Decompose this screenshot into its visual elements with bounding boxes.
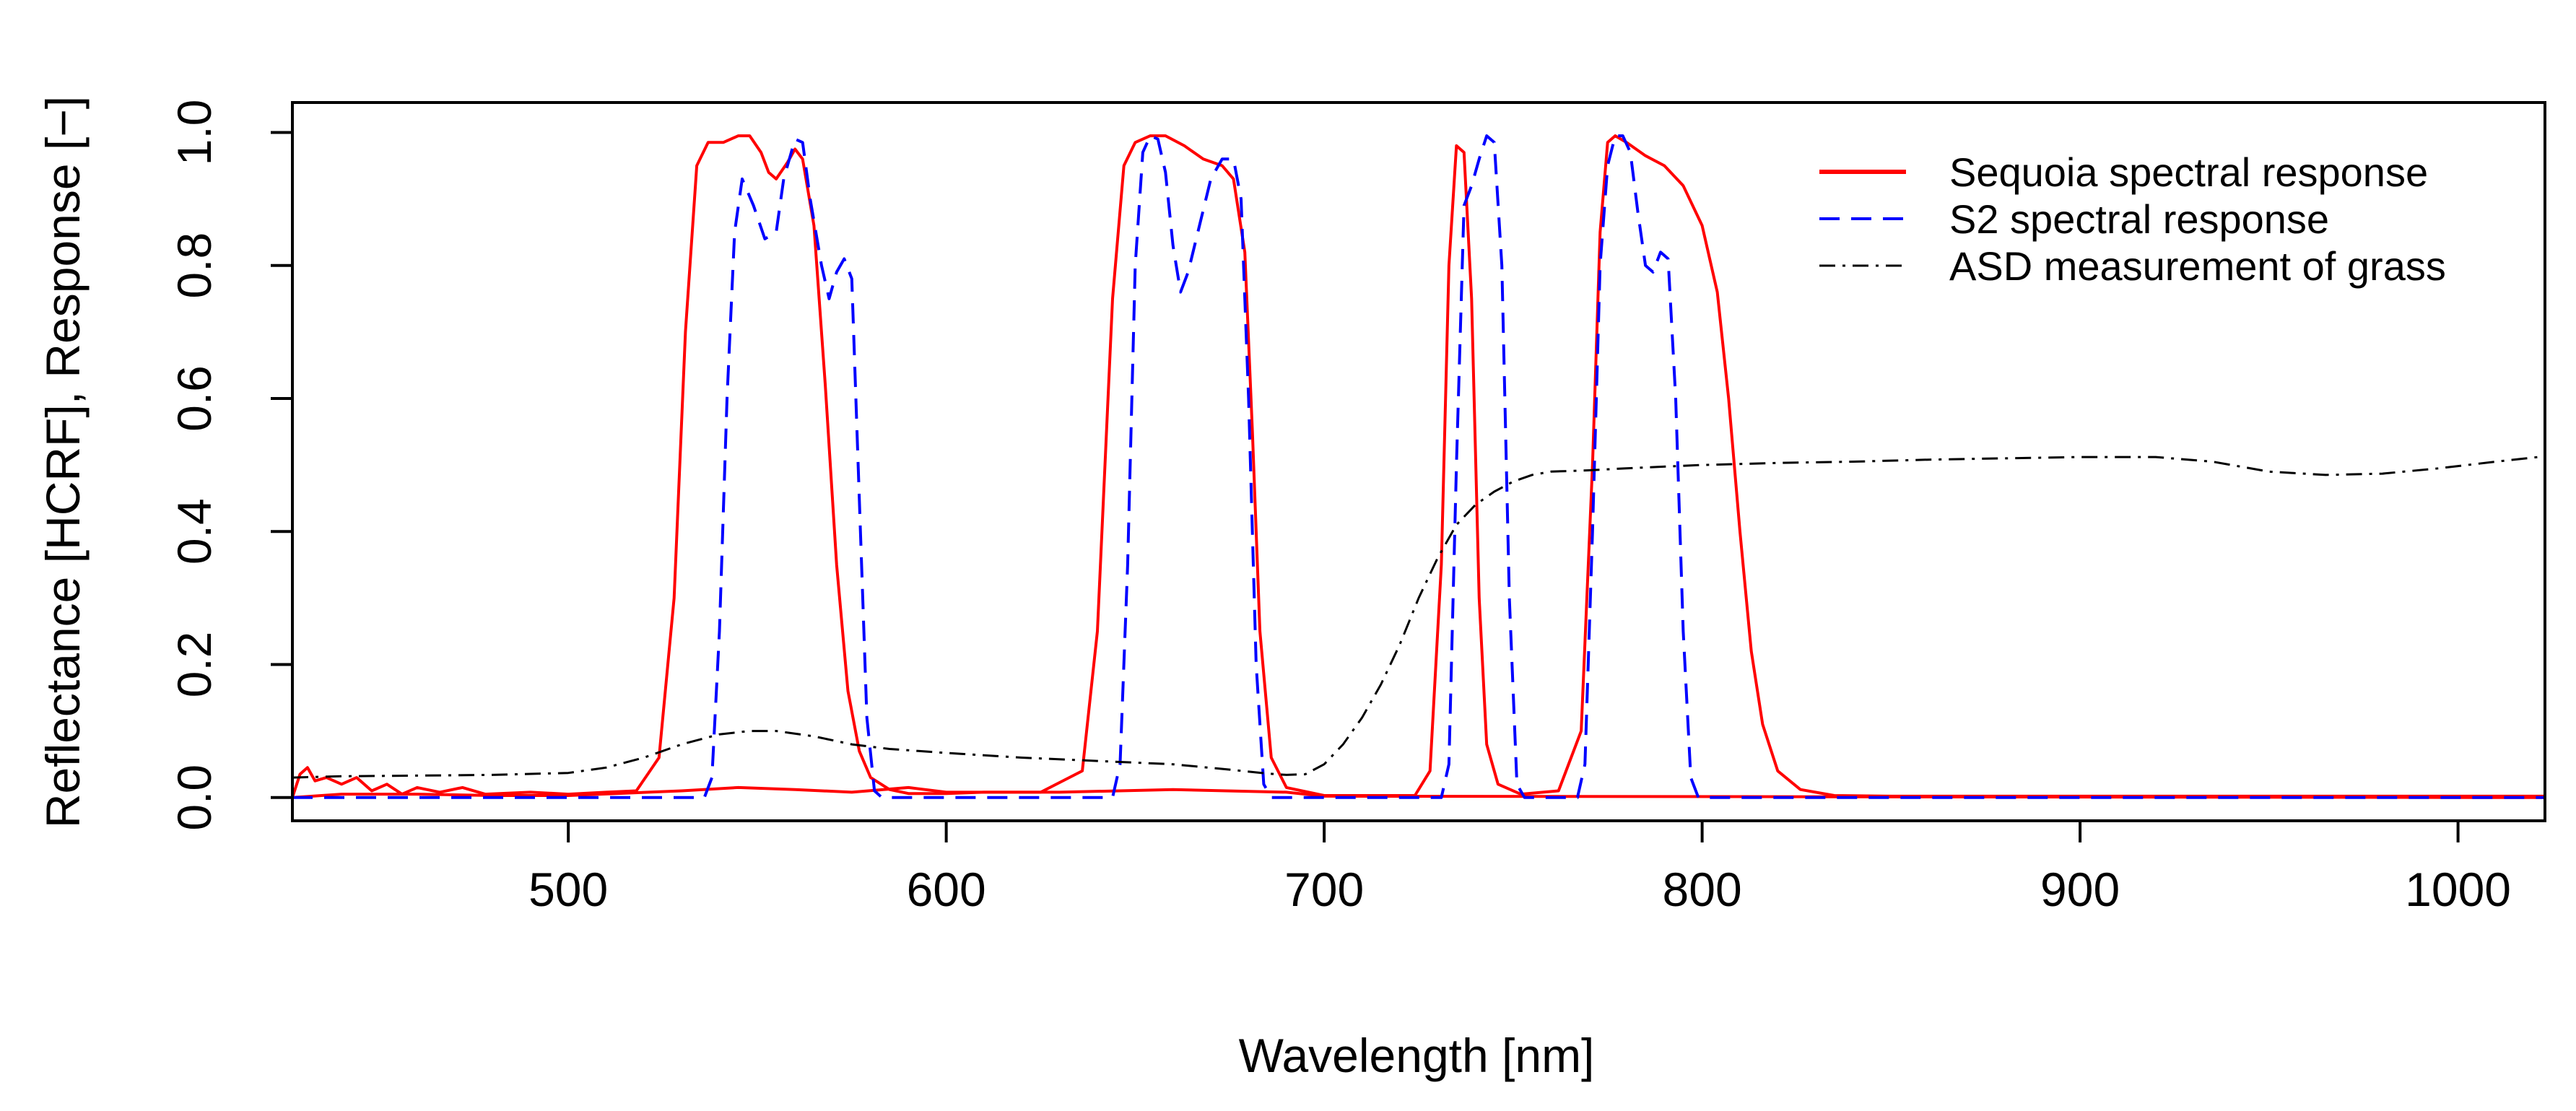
y-tick-label: 0.6 [167, 365, 221, 432]
y-tick-label: 0.4 [167, 498, 221, 565]
series-line-1-0 [292, 134, 2545, 799]
x-tick-label: 700 [1284, 863, 1364, 916]
series-line-2-0 [292, 455, 2546, 779]
series-line-0-1 [292, 785, 2546, 799]
y-axis: 0.0 0.2 0.4 0.6 0.8 1.0 [167, 100, 292, 831]
y-tick-label: 0.2 [167, 632, 221, 698]
x-tick-label: 800 [1663, 863, 1742, 916]
y-tick-label: 0.8 [167, 232, 221, 299]
x-axis: 500 600 700 800 900 1000 [528, 821, 2511, 916]
series-layer [291, 134, 2546, 799]
y-tick-label: 1.0 [167, 100, 221, 166]
plot-frame [291, 101, 2546, 822]
x-tick-label: 900 [2040, 863, 2120, 916]
y-tick-label: 0.0 [167, 764, 221, 831]
legend-label: Sequoia spectral response [1949, 149, 2428, 195]
legend-label: S2 spectral response [1949, 196, 2329, 242]
y-axis-label: Reflectance [HCRF], Response [−] [36, 96, 90, 828]
x-axis-label: Wavelength [nm] [1239, 1029, 1595, 1082]
x-tick-label: 500 [528, 863, 608, 916]
x-tick-label: 600 [907, 863, 986, 916]
series-line-0-0 [291, 134, 2545, 798]
x-tick-label: 1000 [2405, 863, 2511, 916]
legend-label: ASD measurement of grass [1949, 243, 2446, 289]
